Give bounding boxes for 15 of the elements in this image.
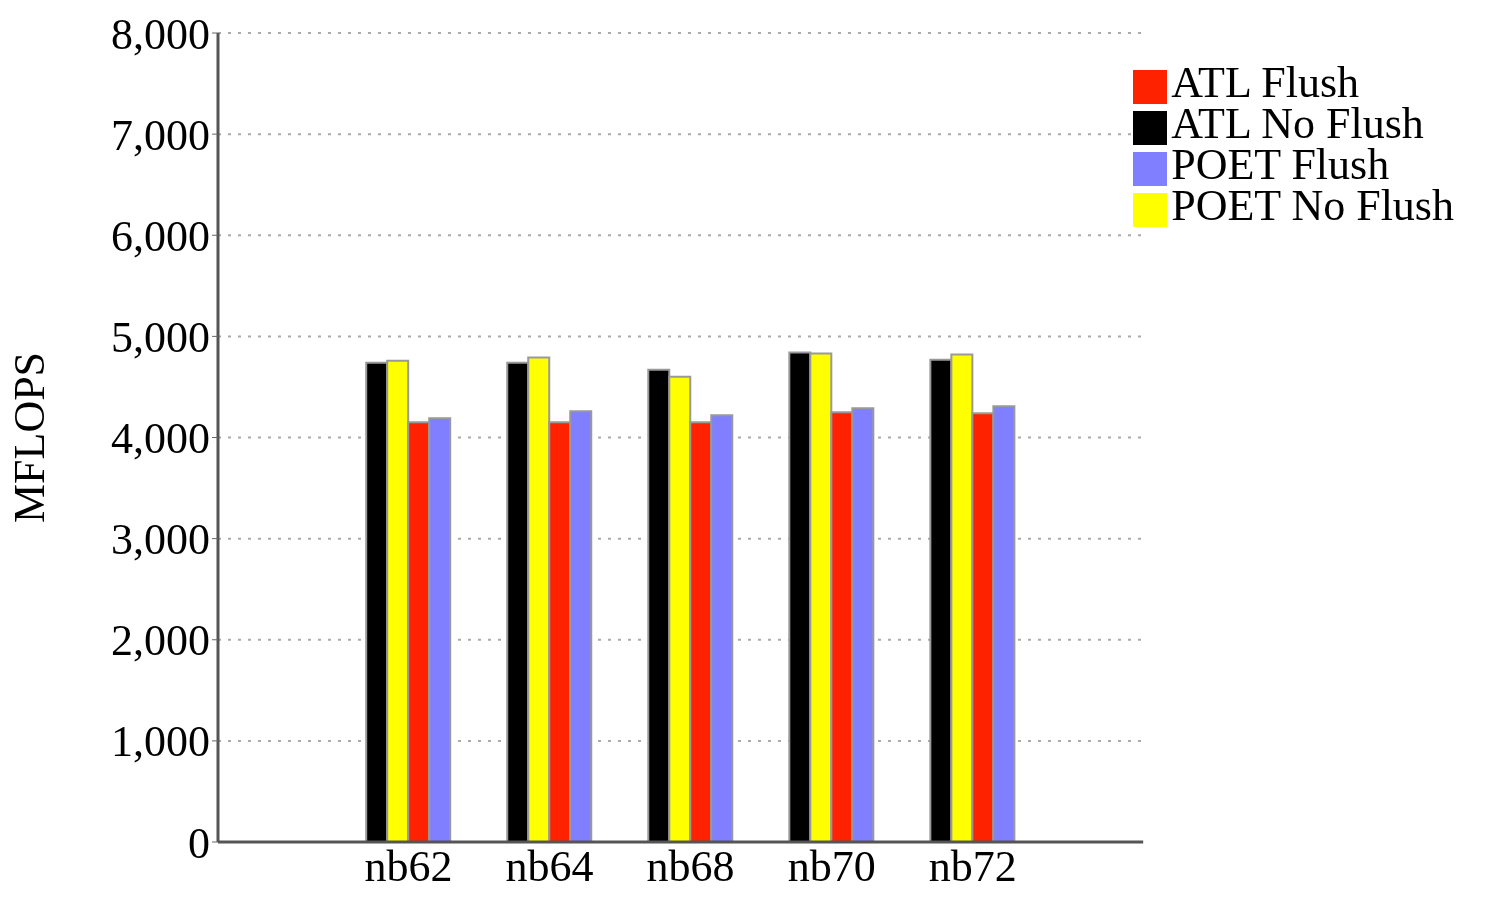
y-tick-label: 2,000 <box>111 616 210 666</box>
y-tick-label: 0 <box>188 818 210 868</box>
y-tick-label: 6,000 <box>111 211 210 261</box>
y-tick-label: 3,000 <box>111 515 210 565</box>
x-tick-label: nb70 <box>787 842 876 892</box>
y-tick-label: 1,000 <box>111 717 210 767</box>
x-tick-label: nb68 <box>646 842 735 892</box>
y-tick-label: 4,000 <box>111 414 210 464</box>
y-tick-label: 8,000 <box>111 9 210 59</box>
x-tick-label: nb72 <box>928 842 1017 892</box>
y-tick-label: 7,000 <box>111 110 210 160</box>
x-tick-label: nb64 <box>505 842 594 892</box>
x-tick-label: nb62 <box>364 842 453 892</box>
y-tick-label: 5,000 <box>111 312 210 362</box>
y-axis-title: MFLOPS <box>4 351 54 524</box>
